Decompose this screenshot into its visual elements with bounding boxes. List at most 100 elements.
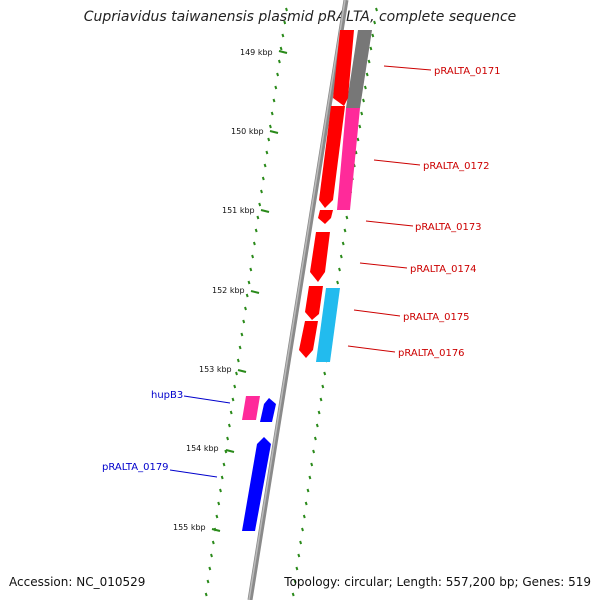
- gene-red-arrow-6[interactable]: [299, 321, 318, 358]
- inner-ring-tick: [263, 163, 267, 168]
- inner-ring-tick: [220, 475, 224, 480]
- inner-ring-tick: [240, 332, 244, 337]
- genome-backbone: [247, 0, 349, 600]
- inner-ring-tick: [211, 540, 215, 545]
- outer-ring-tick: [375, 7, 378, 12]
- gene-red-arrow-3[interactable]: [318, 210, 333, 224]
- inner-ring-tick: [244, 306, 247, 311]
- outer-ring-tick: [373, 20, 377, 25]
- outer-ring-tick: [306, 488, 310, 493]
- inner-ring-tick: [219, 488, 222, 493]
- outer-ring-tick: [336, 280, 340, 285]
- outer-ring-tick: [371, 33, 375, 38]
- inner-ring-tick: [208, 566, 212, 571]
- outer-ring-tick: [310, 462, 314, 467]
- outer-ring-tick: [343, 228, 347, 233]
- inner-ring-tick: [206, 579, 210, 584]
- inner-ring-tick: [235, 371, 238, 376]
- inner-ring-tick: [274, 85, 278, 90]
- inner-ring-tick: [229, 410, 233, 415]
- gene-label-pralta-0173[interactable]: pRALTA_0173: [415, 222, 482, 233]
- inner-ring-tick: [256, 215, 260, 220]
- inner-ring-tick: [251, 254, 255, 259]
- genome-summary-text: Topology: circular; Length: 557,200 bp; …: [284, 575, 591, 589]
- inner-ring-tick: [261, 176, 265, 181]
- inner-ring-tick: [236, 358, 240, 363]
- inner-ring-tick: [270, 111, 274, 116]
- outer-ring-tick: [365, 72, 369, 77]
- outer-ring-tick: [317, 410, 321, 415]
- outer-ring-tick: [354, 150, 358, 155]
- outer-ring-tick: [301, 527, 304, 532]
- outer-ring-tick: [315, 423, 319, 428]
- inner-ring-tick: [231, 397, 235, 402]
- inner-ring-tick: [254, 228, 258, 233]
- gene-blue-arrow-small[interactable]: [260, 398, 276, 422]
- gene-pralta-0179-block[interactable]: [242, 437, 271, 531]
- scale-label-155: 155 kbp: [173, 523, 206, 532]
- gene-red-arrow-1[interactable]: [333, 30, 354, 106]
- inner-ring-tick: [210, 553, 213, 558]
- inner-ring-tick: [279, 46, 283, 51]
- inner-ring-tick: [267, 137, 271, 142]
- outer-ring-tick: [299, 540, 303, 545]
- gene-pralta-0172-block[interactable]: [337, 108, 360, 210]
- inner-ring-tick: [224, 449, 228, 454]
- gene-red-arrow-5[interactable]: [305, 286, 323, 320]
- gene-pralta-0171-block[interactable]: [346, 30, 372, 108]
- inner-ring-tick: [252, 241, 256, 246]
- gene-labels: pRALTA_0171 pRALTA_0172 pRALTA_0173 pRAL…: [102, 65, 501, 478]
- inner-ring-tick: [217, 501, 221, 506]
- forward-strand-genes: [299, 30, 372, 362]
- genome-backbone-highlight: [248, 0, 346, 600]
- outer-ring-tick: [345, 215, 349, 220]
- outer-ring-tick: [358, 124, 362, 129]
- outer-ring-tick: [313, 436, 317, 441]
- gene-label-pralta-0176[interactable]: pRALTA_0176: [398, 348, 465, 359]
- gene-label-pralta-0172[interactable]: pRALTA_0172: [423, 161, 490, 172]
- outer-ring-tick: [362, 98, 365, 103]
- inner-ring-tick: [204, 592, 208, 597]
- outer-ring-tick: [302, 514, 306, 519]
- inner-ring-tick: [215, 514, 219, 519]
- inner-ring-tick: [258, 202, 262, 207]
- outer-ring-tick: [304, 501, 308, 506]
- gene-red-arrow-4[interactable]: [310, 232, 330, 282]
- outer-ring-tick: [363, 85, 367, 90]
- outer-ring-tick: [293, 579, 297, 584]
- inner-ring-tick: [276, 72, 280, 77]
- outer-ring-tick: [291, 592, 295, 597]
- inner-ring-tick: [277, 59, 281, 64]
- outer-ring-tick: [338, 267, 341, 272]
- gene-label-pralta-0179[interactable]: pRALTA_0179: [102, 462, 169, 473]
- inner-ring-tick: [260, 189, 263, 194]
- outer-ring-tick: [323, 371, 327, 376]
- gene-pralta-0176-block[interactable]: [316, 288, 340, 362]
- inner-ring-tick: [233, 384, 237, 389]
- inner-ring-tick: [283, 20, 287, 25]
- scale-label-154: 154 kbp: [186, 444, 219, 453]
- gene-red-arrow-2[interactable]: [319, 106, 345, 208]
- scale-labels: 149 kbp 150 kbp 151 kbp 152 kbp 153 kbp …: [173, 48, 288, 532]
- outer-ring-tick: [341, 241, 345, 246]
- outer-ring-tick: [356, 137, 360, 142]
- inner-ring-tick: [222, 462, 226, 467]
- inner-ring-tick: [285, 7, 288, 12]
- inner-ring-tick: [272, 98, 276, 103]
- gene-label-pralta-0175[interactable]: pRALTA_0175: [403, 312, 470, 323]
- scale-label-153: 153 kbp: [199, 365, 232, 374]
- outer-ring-tick: [367, 59, 371, 64]
- gene-label-pralta-0171[interactable]: pRALTA_0171: [434, 66, 501, 77]
- gene-hupb3-block[interactable]: [242, 396, 260, 420]
- outer-ring-tick: [312, 449, 316, 454]
- gene-label-pralta-0174[interactable]: pRALTA_0174: [410, 264, 477, 275]
- inner-ring-tick: [247, 280, 251, 285]
- inner-ring-tick: [268, 124, 272, 129]
- gene-label-hupb3[interactable]: hupB3: [151, 390, 183, 401]
- outer-ring-tick: [319, 397, 323, 402]
- inner-ring-tick: [249, 267, 253, 272]
- inner-ring-tick: [238, 345, 242, 350]
- inner-ring-tick: [245, 293, 249, 298]
